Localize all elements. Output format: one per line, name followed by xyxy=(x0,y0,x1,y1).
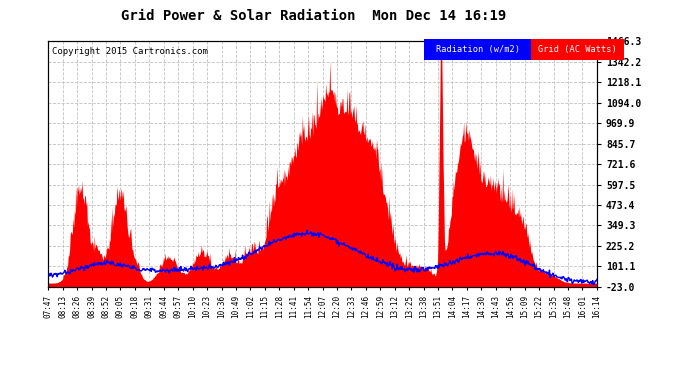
Text: Radiation (w/m2): Radiation (w/m2) xyxy=(436,45,520,54)
Text: Copyright 2015 Cartronics.com: Copyright 2015 Cartronics.com xyxy=(52,47,208,56)
Text: Grid (AC Watts): Grid (AC Watts) xyxy=(538,45,618,54)
Text: Grid Power & Solar Radiation  Mon Dec 14 16:19: Grid Power & Solar Radiation Mon Dec 14 … xyxy=(121,9,506,23)
